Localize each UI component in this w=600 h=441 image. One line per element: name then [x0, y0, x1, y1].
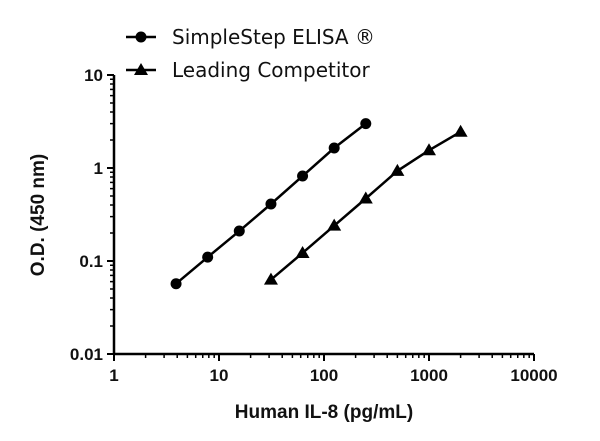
- triangle-marker: [263, 272, 278, 285]
- axes: 1 10 100 1000 10000 0.01 0.1 1 10: [70, 66, 558, 385]
- circle-marker: [360, 118, 372, 130]
- series-simplestep: [170, 118, 372, 290]
- x-tick-label: 10: [210, 366, 229, 385]
- triangle-marker: [358, 191, 373, 204]
- triangle-marker: [453, 124, 468, 137]
- triangle-marker: [327, 218, 342, 231]
- triangle-marker: [295, 245, 310, 258]
- circle-marker: [202, 251, 214, 263]
- legend-item: Leading Competitor: [126, 58, 370, 82]
- circle-marker: [170, 278, 182, 290]
- series-group: [170, 118, 468, 290]
- series-competitor: [263, 124, 468, 285]
- y-axis-title: O.D. (450 nm): [28, 154, 49, 276]
- circle-marker: [265, 198, 277, 210]
- triangle-marker: [390, 163, 405, 176]
- circle-marker: [233, 225, 245, 237]
- y-tick-label: 10: [84, 66, 103, 85]
- legend-triangle-icon: [134, 63, 148, 75]
- legend-label: Leading Competitor: [172, 58, 370, 82]
- legend-circle-icon: [135, 31, 147, 43]
- x-tick-label: 100: [310, 366, 338, 385]
- legend: SimpleStep ELISA ® Leading Competitor: [126, 25, 375, 82]
- y-tick-label: 0.01: [70, 345, 103, 364]
- x-tick-label: 10000: [510, 366, 557, 385]
- x-axis-title: Human IL-8 (pg/mL): [235, 402, 413, 423]
- circle-marker: [328, 142, 340, 154]
- x-tick-label: 1000: [410, 366, 448, 385]
- circle-marker: [297, 170, 309, 182]
- y-tick-label: 0.1: [79, 252, 103, 271]
- legend-label: SimpleStep ELISA ®: [172, 25, 375, 49]
- x-tick-label: 1: [109, 366, 118, 385]
- legend-item: SimpleStep ELISA ®: [126, 25, 375, 49]
- y-tick-label: 1: [94, 159, 103, 178]
- triangle-marker: [422, 143, 436, 156]
